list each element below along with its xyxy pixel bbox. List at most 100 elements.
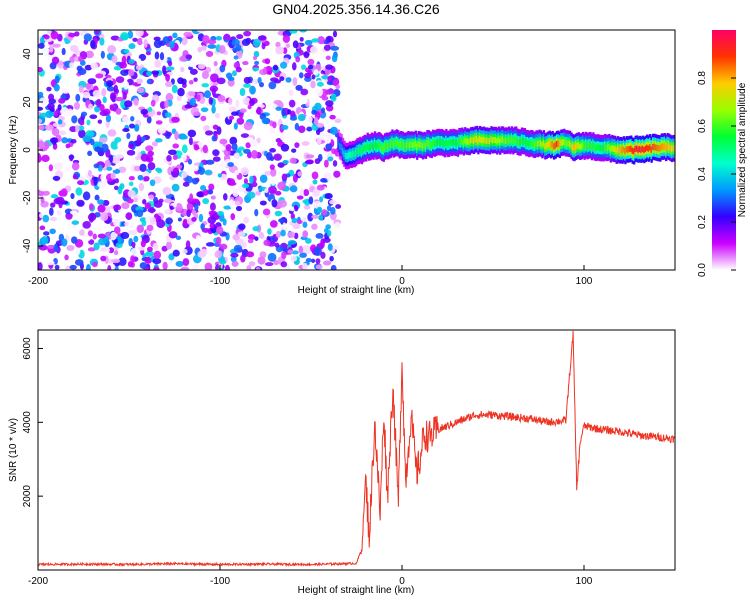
- y-tick-label: 2000: [22, 485, 33, 508]
- snr-frame: [37, 329, 676, 571]
- heatmap-noise-cell: [130, 247, 140, 256]
- heatmap-noise-cell: [147, 150, 154, 157]
- heatmap-noise-cell: [298, 245, 304, 254]
- heatmap-noise-cell: [268, 81, 277, 90]
- heatmap-ridge-cell: [501, 136, 505, 143]
- heatmap-noise-cell: [85, 50, 94, 59]
- heatmap-noise-cell: [233, 244, 243, 252]
- heatmap-ridge-cell: [608, 144, 611, 151]
- heatmap-ridge-cell: [478, 136, 482, 143]
- heatmap-noise-cell: [139, 262, 148, 269]
- x-tick-label: -200: [28, 276, 48, 287]
- heatmap-ridge-cell: [509, 137, 512, 145]
- heatmap-ridge-cell: [420, 141, 423, 149]
- heatmap-noise-cell: [50, 194, 59, 199]
- heatmap-noise-cell: [100, 212, 109, 222]
- heatmap-noise-cell: [312, 188, 321, 197]
- heatmap-ridge-cell: [480, 136, 483, 143]
- heatmap-noise-cell: [140, 153, 149, 162]
- heatmap-noise-cell: [123, 49, 130, 54]
- heatmap-noise-cell: [145, 250, 154, 257]
- heatmap-noise-cell: [165, 81, 173, 88]
- heatmap-noise-cell: [52, 175, 61, 181]
- heatmap-ridge-cell: [555, 141, 559, 148]
- heatmap-noise-cell: [246, 191, 256, 199]
- heatmap-noise-cell: [310, 80, 316, 89]
- heatmap-noise-cell: [327, 76, 333, 82]
- heatmap-noise-cell: [118, 61, 127, 69]
- heatmap-ridge-cell: [405, 142, 409, 149]
- heatmap-noise-cell: [181, 171, 188, 178]
- heatmap-ridge-cell: [341, 147, 345, 155]
- heatmap-noise-cell: [235, 66, 242, 73]
- heatmap-ridge-cell: [381, 144, 384, 151]
- heatmap-noise-cell: [273, 260, 279, 266]
- heatmap-noise-cell: [38, 124, 45, 131]
- heatmap-noise-cell: [201, 70, 210, 80]
- heatmap-noise-cell: [242, 97, 251, 104]
- heatmap-ridge-cell: [515, 136, 518, 143]
- heatmap-noise-cell: [330, 126, 339, 135]
- heatmap-noise-cell: [275, 190, 282, 196]
- heatmap-noise-cell: [48, 207, 54, 216]
- heatmap-ridge-cell: [544, 143, 547, 150]
- heatmap-ridge-cell: [574, 143, 578, 150]
- heatmap-noise-cell: [175, 235, 182, 240]
- heatmap-noise-cell: [229, 115, 235, 120]
- heatmap-noise-cell: [292, 40, 299, 49]
- heatmap-noise-cell: [97, 204, 106, 213]
- heatmap-ridge-cell: [446, 140, 449, 148]
- heatmap-noise-cell: [327, 156, 334, 162]
- heatmap-noise-cell: [66, 245, 75, 251]
- heatmap-noise-cell: [302, 230, 309, 238]
- heatmap-noise-cell: [209, 222, 216, 229]
- heatmap-noise-cell: [262, 66, 267, 75]
- heatmap-noise-cell: [153, 176, 162, 184]
- heatmap-noise-cell: [60, 107, 69, 116]
- heatmap-noise-cell: [46, 244, 55, 249]
- heatmap-noise-cell: [254, 60, 260, 66]
- heatmap-noise-cell: [65, 143, 71, 149]
- heatmap-noise-cell: [107, 265, 112, 270]
- heatmap-ridge-cell: [665, 144, 668, 152]
- heatmap-noise-cell: [216, 226, 224, 235]
- heatmap-noise-cell: [293, 204, 298, 210]
- heatmap-ridge-cell: [481, 137, 484, 144]
- heatmap-noise-cell: [48, 93, 55, 101]
- heatmap-ridge-cell: [643, 146, 646, 154]
- heatmap-noise-cell: [191, 177, 199, 185]
- heatmap-ridge-cell: [606, 144, 610, 151]
- heatmap-noise-cell: [39, 112, 49, 118]
- heatmap-noise-cell: [185, 240, 191, 250]
- heatmap-ridge-cell: [340, 144, 343, 151]
- heatmap-ridge-cell: [443, 141, 447, 148]
- heatmap-noise-cell: [296, 195, 304, 200]
- heatmap-noise-cell: [299, 36, 304, 42]
- heatmap-ridge-cell: [430, 141, 433, 149]
- heatmap-noise-cell: [230, 256, 237, 263]
- heatmap-noise-cell: [114, 266, 119, 270]
- heatmap-ridge-cell: [468, 138, 471, 146]
- heatmap-noise-cell: [79, 210, 87, 218]
- heatmap-noise-cell: [145, 51, 151, 56]
- heatmap-noise-cell: [277, 181, 287, 191]
- heatmap-ridge-cell: [351, 150, 355, 158]
- heatmap-noise-cell: [200, 185, 207, 191]
- heatmap-ridge-cell: [418, 141, 422, 148]
- heatmap-noise-cell: [97, 119, 103, 124]
- heatmap-noise-cell: [254, 208, 259, 217]
- heatmap-ridge-cell: [494, 137, 498, 144]
- heatmap-noise-cell: [235, 99, 240, 108]
- heatmap-noise-cell: [169, 205, 174, 210]
- heatmap-ridge-cell: [408, 142, 412, 149]
- heatmap-noise-cell: [201, 83, 210, 88]
- heatmap-noise-cell: [77, 68, 87, 75]
- heatmap-noise-cell: [167, 60, 173, 67]
- heatmap-ridge-cell: [427, 140, 431, 147]
- heatmap-noise-cell: [211, 135, 217, 142]
- heatmap-noise-cell: [229, 136, 238, 145]
- heatmap-ridge-cell: [582, 141, 585, 149]
- heatmap-noise-cell: [172, 143, 180, 149]
- heatmap-ridge-cell: [618, 147, 621, 154]
- heatmap-noise-cell: [192, 264, 199, 270]
